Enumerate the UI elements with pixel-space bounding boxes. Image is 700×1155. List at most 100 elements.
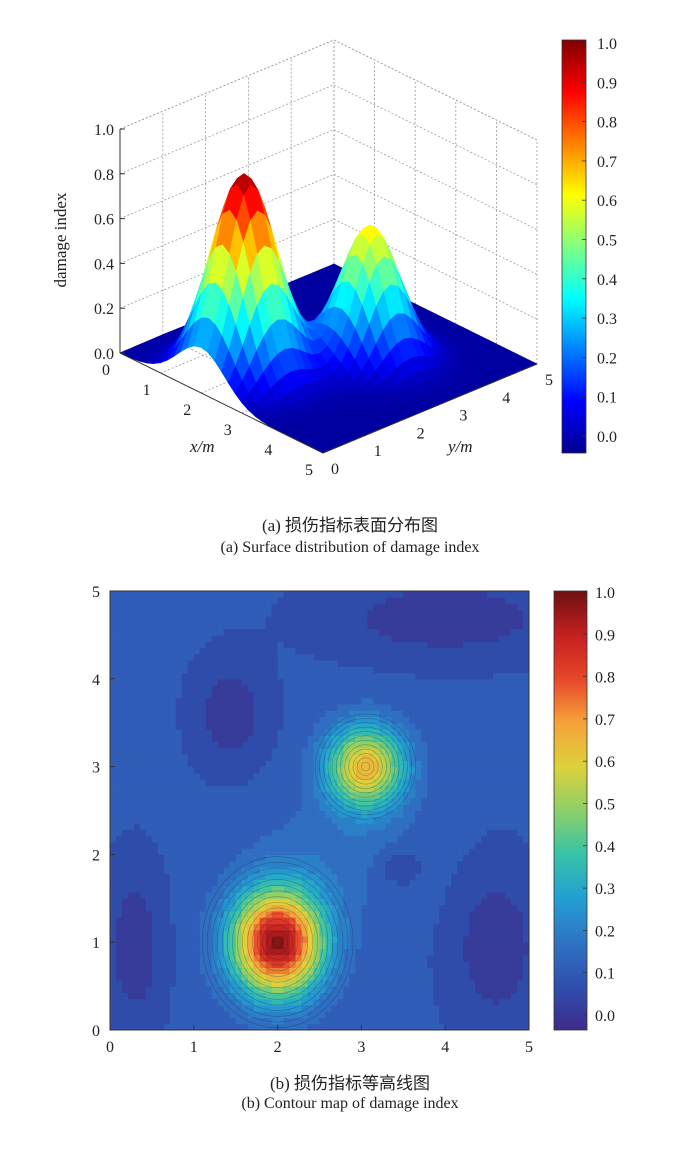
contour-cell <box>295 885 303 893</box>
contour-cell <box>313 929 321 937</box>
contour-cell <box>121 885 129 893</box>
contour-cell <box>205 754 213 761</box>
contour-cell <box>151 973 159 981</box>
contour-cell <box>355 741 362 749</box>
contour-cell <box>127 979 135 987</box>
contour-cell <box>295 678 303 686</box>
contour-cell <box>295 697 303 705</box>
contour-cell <box>229 697 237 705</box>
contour-cell <box>385 1023 392 1030</box>
contour-cell <box>121 754 129 761</box>
contour-cell <box>259 685 267 692</box>
contour-cell <box>181 791 189 799</box>
contour-cell <box>193 691 201 699</box>
contour-cell <box>295 622 303 630</box>
contour-cell <box>175 622 183 630</box>
contour-cell <box>211 879 219 887</box>
contour-cell <box>283 992 291 1000</box>
contour-cell <box>145 923 153 931</box>
contour-cell <box>301 666 309 674</box>
contour-cell <box>337 1004 345 1012</box>
contour-cell <box>367 804 374 812</box>
contour-cell <box>157 854 165 862</box>
contour-cell <box>193 735 201 743</box>
contour-cell <box>325 797 333 805</box>
contour-cell <box>223 634 231 642</box>
contour-cell <box>439 860 446 868</box>
contour-cell <box>145 841 153 849</box>
contour-cell <box>265 609 273 617</box>
contour-cell <box>415 992 422 1000</box>
contour-cell <box>211 841 219 849</box>
contour-cell <box>205 866 213 874</box>
contour-cell <box>229 678 237 686</box>
contour-cell <box>397 766 404 774</box>
contour-cell <box>373 760 380 768</box>
contour-cell <box>379 666 386 674</box>
contour-cell <box>157 779 165 787</box>
contour-cell <box>199 935 207 943</box>
contour-cell <box>271 816 279 824</box>
contour-cell <box>415 823 422 830</box>
contour-cell <box>151 666 159 674</box>
contour-cell <box>445 910 452 918</box>
contour-cell <box>193 935 201 943</box>
contour-cell <box>110 898 117 906</box>
contour-cell <box>211 747 219 755</box>
contour-cell <box>403 609 410 617</box>
contour-cell <box>181 804 189 812</box>
contour-cell <box>289 841 297 849</box>
contour-cell <box>199 816 207 824</box>
contour-cell <box>421 710 428 718</box>
contour-cell <box>241 785 249 793</box>
contour-cell <box>235 835 243 843</box>
contour-cell <box>367 616 374 623</box>
contour-cell <box>181 716 189 724</box>
contour-cell <box>343 892 351 899</box>
contour-cell <box>169 616 177 623</box>
contour-cell <box>403 954 410 962</box>
contour-cell <box>349 885 357 893</box>
contour-cell <box>427 597 434 605</box>
contour-cell <box>289 917 297 924</box>
contour-cell <box>445 973 452 981</box>
contour-cell <box>397 835 404 843</box>
z-tick-label: 0.8 <box>94 167 114 184</box>
contour-cell <box>115 741 123 749</box>
contour-cell <box>193 854 201 862</box>
contour-cell <box>157 703 165 711</box>
contour-cell <box>133 722 141 730</box>
contour-cell <box>127 653 135 661</box>
contour-cell <box>337 754 345 761</box>
contour-cell <box>145 1004 153 1012</box>
contour-cell <box>110 979 117 987</box>
contour-cell <box>121 735 129 743</box>
contour-cell <box>247 609 255 617</box>
contour-cell <box>451 992 458 1000</box>
contour-cell <box>313 754 321 761</box>
contour-cell <box>229 716 237 724</box>
contour-cell <box>211 591 219 598</box>
contour-cell <box>110 735 117 743</box>
contour-cell <box>289 710 297 718</box>
contour-cell <box>277 641 285 649</box>
contour-cell <box>367 923 374 931</box>
contour-cell <box>319 898 327 906</box>
contour-cell <box>217 722 225 730</box>
contour-cell <box>349 866 357 874</box>
contour-cell <box>379 866 386 874</box>
contour-cell <box>205 791 213 799</box>
contour-cell <box>271 716 279 724</box>
contour-cell <box>121 666 129 674</box>
contour-cell <box>277 797 285 805</box>
contour-cell <box>247 772 255 780</box>
contour-cell <box>187 728 195 736</box>
contour-cell <box>349 710 357 718</box>
contour-cell <box>403 760 410 768</box>
contour-cell <box>283 659 291 667</box>
contour-cell <box>151 923 159 931</box>
contour-cell <box>151 716 159 724</box>
contour-cell <box>115 1023 123 1030</box>
contour-cell <box>307 1023 315 1030</box>
contour-cell <box>247 722 255 730</box>
